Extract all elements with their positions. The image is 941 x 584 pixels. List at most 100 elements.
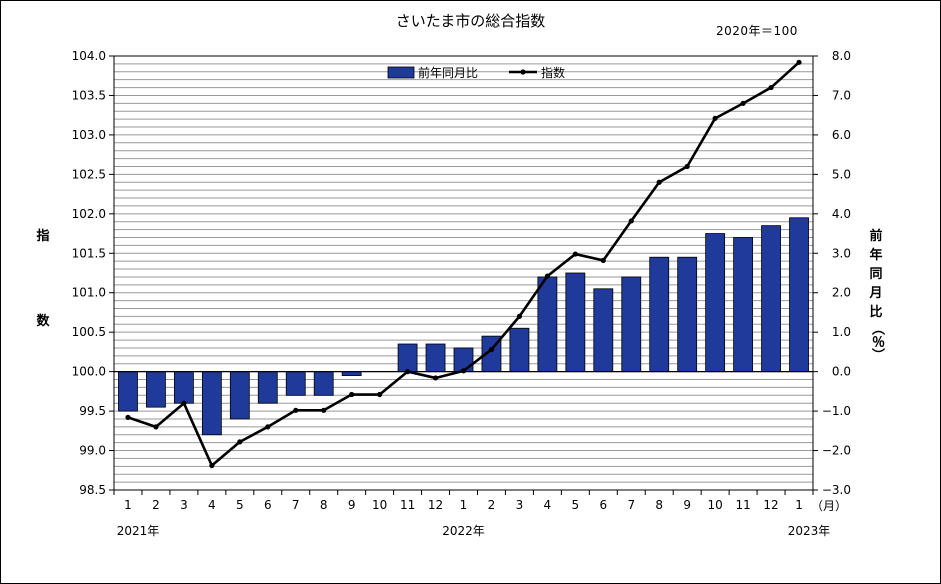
right-axis-tick-label: 8.0: [832, 49, 851, 63]
chart-title: さいたま市の総合指数: [395, 12, 546, 30]
left-axis-tick-label: 101.5: [72, 246, 106, 260]
base-year-note: 2020年＝100: [716, 24, 798, 38]
left-axis-tick-label: 104.0: [72, 49, 106, 63]
right-axis-tick-label: 0.0: [832, 365, 851, 379]
left-axis-tick-label: 98.5: [79, 483, 106, 497]
x-tick-label: 5: [572, 498, 580, 512]
x-tick-label: 11: [400, 498, 415, 512]
index-point-4: [237, 439, 243, 445]
right-axis-label-char-2: 年: [869, 248, 883, 263]
left-axis-tick-label: 100.0: [72, 365, 106, 379]
left-axis-tick-label: 100.5: [72, 325, 106, 339]
left-axis-tick-label: 103.5: [72, 88, 106, 102]
index-point-16: [572, 251, 578, 257]
index-point-8: [349, 391, 355, 398]
x-tick-label: 4: [208, 498, 216, 512]
index-point-17: [600, 257, 606, 263]
x-tick-label: 11: [735, 498, 750, 512]
x-tick-label: 1: [795, 498, 803, 512]
right-axis-label-char-3: 同: [869, 267, 883, 282]
legend-bar-swatch: [387, 66, 415, 79]
index-point-3: [209, 462, 215, 469]
x-tick-label: 1: [460, 498, 468, 512]
left-axis-label-char-2: 数: [36, 314, 50, 329]
bar-yoy-4: [229, 371, 250, 420]
left-axis-tick-label: 102.0: [72, 207, 106, 221]
right-axis-label-unit: （％）: [869, 322, 884, 361]
index-point-24: [796, 59, 802, 65]
bar-yoy-5: [257, 371, 278, 404]
right-axis-tick-label: 2.0: [832, 286, 851, 300]
legend-line-label: 指数: [541, 65, 565, 80]
right-axis-tick-label: 7.0: [832, 88, 851, 102]
bar-yoy-20: [677, 256, 698, 373]
x-tick-label: 3: [180, 498, 188, 512]
left-axis-tick-label: 99.0: [79, 444, 106, 458]
bar-yoy-15: [537, 276, 558, 373]
left-axis-tick-label: 102.5: [72, 167, 106, 181]
bar-yoy-7: [313, 371, 334, 396]
bar-yoy-22: [733, 237, 754, 373]
bar-yoy-19: [649, 256, 670, 373]
bar-yoy-16: [565, 272, 586, 373]
bar-yoy-17: [593, 288, 614, 373]
legend: 前年同月比 指数: [387, 65, 565, 80]
index-point-2: [181, 400, 187, 406]
x-tick-label: 5: [236, 498, 244, 512]
index-point-19: [656, 179, 662, 185]
index-point-20: [684, 163, 690, 170]
x-unit-label: （月）: [811, 499, 847, 513]
right-axis-tick-label: −1.0: [822, 404, 851, 418]
x-tick-label: 12: [763, 498, 778, 512]
x-tick-label: 9: [683, 498, 691, 512]
right-axis-tick-label: 4.0: [832, 207, 851, 221]
x-tick-label: 4: [544, 498, 552, 512]
index-point-0: [125, 414, 131, 421]
x-tick-label: 2: [152, 498, 160, 512]
bar-yoy-2: [173, 371, 194, 404]
legend-bar-label: 前年同月比: [418, 65, 478, 80]
index-point-1: [153, 424, 159, 430]
index-point-18: [628, 218, 634, 224]
legend-line-marker: [520, 69, 526, 75]
index-point-6: [293, 407, 299, 413]
right-axis-tick-label: 3.0: [832, 246, 851, 260]
right-axis-label-char-1: 前: [869, 229, 883, 244]
year-label: 2023年: [788, 524, 831, 538]
left-axis-tick-label: 101.0: [72, 286, 106, 300]
index-point-12: [460, 368, 467, 374]
bar-yoy-6: [285, 371, 306, 396]
right-axis-tick-label: 6.0: [832, 128, 851, 142]
x-tick-label: 9: [348, 498, 356, 512]
plot-border: [113, 55, 814, 491]
left-axis-tick-label: 103.0: [72, 128, 106, 142]
x-tick-label: 6: [264, 498, 272, 512]
x-tick-label: 1: [124, 498, 132, 512]
bar-yoy-1: [146, 371, 166, 408]
index-point-15: [544, 273, 550, 279]
x-tick-label: 10: [707, 498, 722, 512]
index-point-5: [265, 424, 271, 430]
right-axis-tick-label: 5.0: [832, 167, 851, 181]
bar-yoy-18: [621, 276, 642, 373]
index-point-11: [432, 375, 439, 381]
right-axis-tick-label: −2.0: [822, 444, 851, 458]
index-point-10: [404, 369, 411, 375]
year-label: 2022年: [442, 524, 485, 538]
x-tick-label: 7: [292, 498, 300, 512]
left-axis-label-char-1: 指: [36, 229, 50, 244]
bar-yoy-12: [453, 347, 474, 373]
index-point-7: [321, 407, 327, 413]
index-point-14: [516, 313, 523, 319]
x-tick-label: 8: [320, 498, 328, 512]
year-label: 2021年: [117, 524, 160, 538]
bar-yoy-14: [509, 327, 530, 373]
x-tick-label: 2: [488, 498, 496, 512]
x-tick-label: 8: [655, 498, 663, 512]
right-axis-tick-label: 1.0: [832, 325, 851, 339]
left-axis-tick-label: 99.5: [79, 404, 106, 418]
index-point-23: [768, 84, 774, 91]
x-tick-label: 6: [599, 498, 607, 512]
index-line: [127, 61, 800, 467]
